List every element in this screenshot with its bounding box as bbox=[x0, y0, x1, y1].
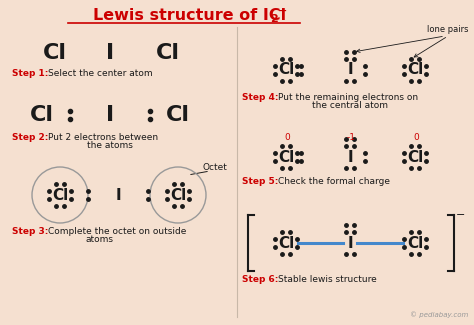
Text: Lewis structure of ICl: Lewis structure of ICl bbox=[93, 7, 287, 22]
Text: the atoms: the atoms bbox=[87, 141, 133, 150]
Text: Cl: Cl bbox=[166, 105, 190, 125]
Text: Cl: Cl bbox=[278, 150, 294, 164]
Text: Put the remaining electrons on: Put the remaining electrons on bbox=[278, 93, 418, 101]
Text: Cl: Cl bbox=[170, 188, 186, 202]
Text: Put 2 electrons between: Put 2 electrons between bbox=[48, 133, 158, 141]
Text: Select the center atom: Select the center atom bbox=[48, 69, 153, 77]
Text: Cl: Cl bbox=[407, 236, 423, 251]
Text: Cl: Cl bbox=[407, 62, 423, 77]
Text: 2: 2 bbox=[270, 14, 278, 24]
Text: −: − bbox=[456, 210, 465, 220]
Text: Cl: Cl bbox=[43, 43, 67, 63]
Text: −: − bbox=[278, 6, 288, 16]
Text: atoms: atoms bbox=[86, 236, 114, 244]
Text: I: I bbox=[106, 105, 114, 125]
Text: I: I bbox=[106, 43, 114, 63]
Text: Cl: Cl bbox=[52, 188, 68, 202]
Text: Cl: Cl bbox=[278, 236, 294, 251]
Text: I: I bbox=[115, 188, 121, 202]
Text: Step 4:: Step 4: bbox=[242, 93, 279, 101]
Text: Stable lewis structure: Stable lewis structure bbox=[278, 275, 377, 283]
Text: Step 2:: Step 2: bbox=[12, 133, 48, 141]
Text: Step 1:: Step 1: bbox=[12, 69, 48, 77]
Text: lone pairs: lone pairs bbox=[427, 25, 469, 34]
Text: Step 6:: Step 6: bbox=[242, 275, 278, 283]
Text: I: I bbox=[347, 236, 353, 251]
Text: Octet: Octet bbox=[202, 162, 228, 172]
Text: © pediabay.com: © pediabay.com bbox=[410, 312, 468, 318]
Text: 0: 0 bbox=[413, 133, 419, 141]
Text: Cl: Cl bbox=[278, 62, 294, 77]
Text: -1: -1 bbox=[346, 133, 356, 141]
Text: Step 3:: Step 3: bbox=[12, 227, 48, 236]
Text: Step 5:: Step 5: bbox=[242, 177, 278, 187]
Text: Cl: Cl bbox=[156, 43, 180, 63]
Text: the central atom: the central atom bbox=[312, 101, 388, 111]
Text: I: I bbox=[347, 150, 353, 164]
Text: Cl: Cl bbox=[407, 150, 423, 164]
Text: I: I bbox=[347, 62, 353, 77]
Text: Cl: Cl bbox=[30, 105, 54, 125]
Text: Check the formal charge: Check the formal charge bbox=[278, 177, 390, 187]
Text: 0: 0 bbox=[284, 133, 290, 141]
Text: Complete the octet on outside: Complete the octet on outside bbox=[48, 227, 186, 236]
